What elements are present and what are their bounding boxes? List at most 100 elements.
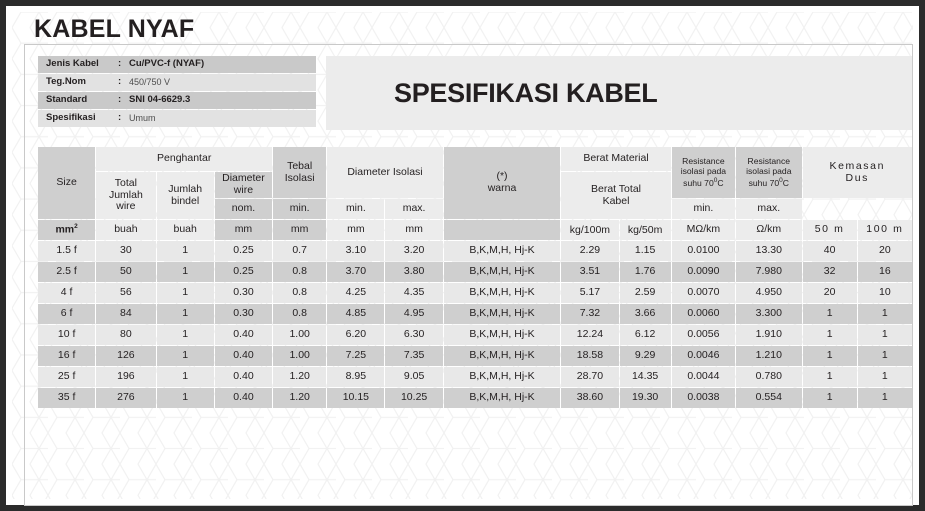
cell-tebal: 0.7 [273, 241, 327, 261]
table-header: Size Penghantar Tebal Isolasi Diameter I… [38, 147, 912, 240]
cell-warna: B,K,M,H, Hj-K [443, 346, 561, 366]
cell-berat-100: 5.17 [561, 283, 619, 303]
cell-res-max: 13.30 [736, 241, 802, 261]
spec-card [24, 44, 913, 506]
cell-warna: B,K,M,H, Hj-K [443, 325, 561, 345]
cell-size: 2.5 f [38, 262, 96, 282]
header-diameter-isolasi: Diameter Isolasi [327, 147, 443, 198]
cell-warna: B,K,M,H, Hj-K [443, 304, 561, 324]
table-body: 1.5 f 30 1 0.25 0.7 3.10 3.20 B,K,M,H, H… [38, 241, 912, 408]
unit-tebal-isolasi: mm [273, 220, 327, 240]
twire-l2: Jumlah [108, 188, 143, 201]
resistance-min-l1: Resistance [682, 155, 725, 166]
cell-berat-50: 19.30 [619, 388, 671, 408]
unit-diam-max: mm [385, 220, 443, 240]
cell-berat-50: 2.59 [619, 283, 671, 303]
cell-res-max: 3.300 [736, 304, 802, 324]
info-row-jenis-kabel: Jenis Kabel : Cu/PVC-f (NYAF) [38, 56, 316, 73]
cell-bindel: 1 [156, 262, 214, 282]
cell-res-min: 0.0056 [671, 325, 736, 345]
header-size: Size [38, 147, 96, 219]
cell-total-wire: 80 [96, 325, 156, 345]
unit-berat-100m: kg/100m [561, 220, 619, 240]
btk-l2: Kabel [602, 194, 630, 207]
spec-title-text: SPESIFIKASI KABEL [394, 77, 658, 108]
cell-res-min: 0.0090 [671, 262, 736, 282]
twire-l1: Total [114, 176, 137, 189]
info-value: Umum [129, 112, 156, 123]
header-penghantar: Penghantar [96, 147, 273, 171]
cell-bindel: 1 [156, 346, 214, 366]
header-res-min: min. [671, 199, 736, 219]
unit-total-wire: buah [96, 220, 156, 240]
cell-diam-max: 4.95 [385, 304, 443, 324]
cell-berat-100: 12.24 [561, 325, 619, 345]
cell-diam-min: 3.10 [327, 241, 385, 261]
cell-res-max: 0.554 [736, 388, 802, 408]
cell-diam-max: 3.20 [385, 241, 443, 261]
cell-dus-100: 1 [857, 304, 912, 324]
unit-row: mm2 buah buah mm mm mm mm kg/100m kg/50m… [38, 220, 912, 240]
cell-size: 35 f [38, 388, 96, 408]
cell-total-wire: 196 [96, 367, 156, 387]
cell-dus-50: 40 [802, 241, 857, 261]
cell-res-max: 1.910 [736, 325, 802, 345]
cell-tebal: 1.00 [273, 325, 327, 345]
bindel-l2: bindel [171, 194, 200, 207]
cell-res-min: 0.0060 [671, 304, 736, 324]
title-band: KABEL NYAF [12, 12, 925, 46]
header-row-sub: Total Jumlah wire Jumlah bindel Diameter… [38, 172, 912, 219]
cell-size: 25 f [38, 367, 96, 387]
cell-diam-wire: 0.30 [214, 304, 273, 324]
cell-total-wire: 84 [96, 304, 156, 324]
info-row-teg-nom: Teg.Nom : 450/750 V [38, 74, 316, 91]
cell-berat-50: 6.12 [619, 325, 671, 345]
cell-size: 1.5 f [38, 241, 96, 261]
cell-berat-50: 9.29 [619, 346, 671, 366]
header-berat-total-kabel: Berat Total Kabel [561, 172, 671, 219]
cell-diam-min: 3.70 [327, 262, 385, 282]
header-resistance-max: Resistance isolasi pada suhu 700C [736, 147, 802, 198]
header-row-minmax: nom. min. min. max. min. max. [38, 199, 912, 219]
cell-diam-min: 4.85 [327, 304, 385, 324]
header-warna-line1: (*) [496, 170, 508, 183]
resistance-max-l3: suhu 700C [748, 176, 790, 188]
cell-res-min: 0.0070 [671, 283, 736, 303]
kemasan-l2: Dus [845, 171, 869, 184]
cell-tebal: 1.00 [273, 346, 327, 366]
dwire-l1: Diameter [222, 172, 265, 185]
info-row-standard: Standard : SNI 04-6629.3 [38, 92, 316, 109]
cell-diam-min: 10.15 [327, 388, 385, 408]
cell-diam-wire: 0.40 [214, 388, 273, 408]
unit-diameter-wire: mm [214, 220, 273, 240]
table-row: 10 f 80 1 0.40 1.00 6.20 6.30 B,K,M,H, H… [38, 325, 912, 345]
cell-berat-50: 3.66 [619, 304, 671, 324]
table-row: 16 f 126 1 0.40 1.00 7.25 7.35 B,K,M,H, … [38, 346, 912, 366]
cell-berat-100: 3.51 [561, 262, 619, 282]
cell-diam-max: 4.35 [385, 283, 443, 303]
unit-kemasan-50m: 50 m [802, 220, 857, 240]
dwire-l2: wire [233, 184, 254, 196]
cell-dus-50: 1 [802, 388, 857, 408]
cell-diam-max: 3.80 [385, 262, 443, 282]
cell-diam-wire: 0.25 [214, 241, 273, 261]
table-row: 4 f 56 1 0.30 0.8 4.25 4.35 B,K,M,H, Hj-… [38, 283, 912, 303]
cell-warna: B,K,M,H, Hj-K [443, 367, 561, 387]
cell-res-min: 0.0100 [671, 241, 736, 261]
info-value: 450/750 V [129, 76, 171, 87]
header-tebal-min: min. [273, 199, 327, 219]
unit-diam-min: mm [327, 220, 385, 240]
info-colon: : [118, 112, 122, 123]
bindel-l1: Jumlah [168, 182, 203, 195]
cell-dus-100: 1 [857, 346, 912, 366]
unit-jumlah-bindel: buah [156, 220, 214, 240]
info-colon: : [118, 76, 122, 87]
cell-bindel: 1 [156, 388, 214, 408]
cell-tebal: 0.8 [273, 304, 327, 324]
cell-diam-wire: 0.30 [214, 283, 273, 303]
cell-total-wire: 276 [96, 388, 156, 408]
cell-bindel: 1 [156, 283, 214, 303]
cell-berat-100: 18.58 [561, 346, 619, 366]
page-title: KABEL NYAF [34, 15, 195, 43]
cable-info-box: Jenis Kabel : Cu/PVC-f (NYAF) Teg.Nom : … [38, 56, 316, 130]
